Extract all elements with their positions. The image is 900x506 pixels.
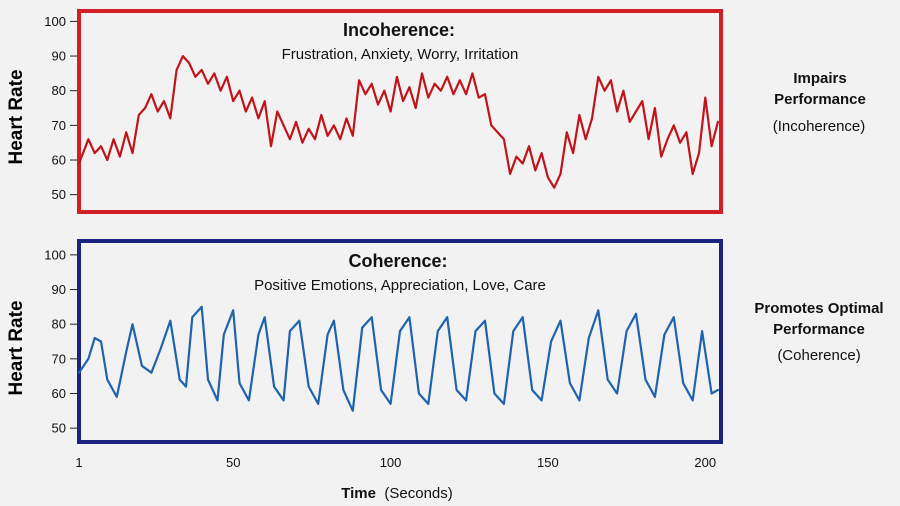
incoherence-paren-label: (Incoherence) — [773, 118, 866, 135]
bottom-y-tick-label-70: 70 — [52, 351, 66, 366]
top-y-ticks: 100 90 80 70 60 50 — [44, 14, 77, 202]
coherence-paren-label: (Coherence) — [777, 347, 860, 364]
coherence-heart-rate-line — [77, 305, 720, 412]
x-tick-label-50: 50 — [226, 455, 240, 470]
incoherence-frame — [77, 9, 723, 214]
top-y-tick-label-60: 60 — [52, 153, 66, 168]
incoherence-heart-rate-line — [77, 54, 720, 189]
coherence-title: Coherence: — [348, 251, 447, 271]
x-tick-label-150: 150 — [537, 455, 559, 470]
x-tick-label-200: 200 — [694, 455, 716, 470]
bottom-y-ticks: 100 90 80 70 60 50 — [44, 247, 77, 436]
incoherence-subtitle: Frustration, Anxiety, Worry, Irritation — [282, 46, 519, 63]
bottom-y-tick-label-60: 60 — [52, 386, 66, 401]
top-y-tick-label-70: 70 — [52, 118, 66, 133]
top-y-axis-label: Heart Rate — [6, 69, 27, 164]
x-tick-label-100: 100 — [380, 455, 402, 470]
promotes-label-line1: Promotes Optimal — [754, 300, 883, 317]
incoherence-title: Incoherence: — [343, 20, 455, 40]
coherence-frame — [77, 239, 723, 444]
bottom-y-axis-label: Heart Rate — [6, 300, 27, 395]
x-axis-label-bold: Time — [341, 485, 376, 502]
bottom-y-tick-label-90: 90 — [52, 282, 66, 297]
impairs-label-line2: Performance — [774, 91, 866, 108]
x-tick-label-1: 1 — [75, 455, 82, 470]
impairs-label-line1: Impairs — [793, 70, 846, 87]
top-y-tick-label-50: 50 — [52, 187, 66, 202]
x-axis-label-unit: (Seconds) — [384, 485, 452, 502]
incoherence-panel: Heart Rate 100 90 80 70 60 50 Incoherence: Fr… — [6, 9, 866, 214]
bottom-y-tick-label-100: 100 — [44, 247, 66, 262]
promotes-label-line2: Performance — [773, 321, 865, 338]
x-axis-ticks: 1 50 100 150 200 — [75, 455, 716, 470]
top-y-tick-label-80: 80 — [52, 83, 66, 98]
top-y-tick-label-100: 100 — [44, 14, 66, 29]
x-axis-label: Time (Seconds) — [341, 485, 453, 502]
bottom-y-tick-label-80: 80 — [52, 317, 66, 332]
top-y-tick-label-90: 90 — [52, 49, 66, 64]
coherence-panel: Heart Rate 100 90 80 70 60 50 Coherence: Posi… — [6, 239, 884, 502]
bottom-y-tick-label-50: 50 — [52, 421, 66, 436]
coherence-subtitle: Positive Emotions, Appreciation, Love, C… — [254, 277, 546, 294]
